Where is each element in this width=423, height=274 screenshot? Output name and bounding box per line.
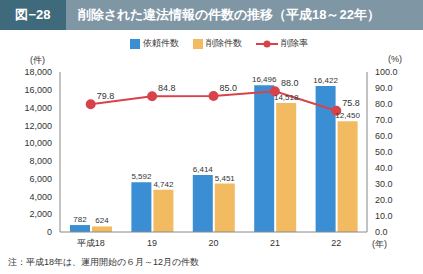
svg-text:22: 22 (331, 238, 341, 248)
svg-text:100.0: 100.0 (375, 67, 398, 77)
svg-text:4,742: 4,742 (153, 180, 174, 189)
svg-text:20: 20 (208, 238, 218, 248)
html-text:削除率: 削除率 (281, 38, 308, 48)
svg-text:16,496: 16,496 (252, 75, 277, 84)
svg-text:12,450: 12,450 (335, 111, 360, 120)
html-text:図−28: 図−28 (15, 7, 51, 22)
svg-text:75.8: 75.8 (342, 98, 360, 108)
svg-text:6,414: 6,414 (193, 165, 214, 174)
svg-text:5,592: 5,592 (131, 172, 152, 181)
svg-text:8,000: 8,000 (29, 156, 52, 166)
svg-text:10.0: 10.0 (375, 211, 393, 221)
svg-text:50.0: 50.0 (375, 147, 393, 157)
html-text:依頼件数: 依頼件数 (143, 38, 179, 48)
svg-text:10,000: 10,000 (24, 138, 52, 148)
svg-text:12,000: 12,000 (24, 121, 52, 131)
svg-text:2,000: 2,000 (29, 209, 52, 219)
html-text:削除された違法情報の件数の推移（平成18～22年）: 削除された違法情報の件数の推移（平成18～22年） (78, 7, 380, 22)
svg-text:40.0: 40.0 (375, 163, 393, 173)
svg-text:5,451: 5,451 (215, 174, 236, 183)
svg-text:0: 0 (47, 227, 52, 237)
svg-text:19: 19 (147, 238, 157, 248)
svg-text:80.0: 80.0 (375, 99, 393, 109)
svg-text:782: 782 (73, 215, 87, 224)
html-text:(件): (件) (30, 55, 45, 65)
svg-text:16,000: 16,000 (24, 85, 52, 95)
svg-text:624: 624 (95, 216, 109, 225)
svg-text:平成18: 平成18 (77, 238, 105, 248)
svg-text:6,000: 6,000 (29, 174, 52, 184)
html-text:注：平成18年は、運用開始の６月～12月の件数: 注：平成18年は、運用開始の６月～12月の件数 (8, 257, 199, 267)
svg-text:0.0: 0.0 (375, 227, 388, 237)
svg-text:4,000: 4,000 (29, 192, 52, 202)
svg-text:85.0: 85.0 (220, 83, 238, 93)
svg-text:60.0: 60.0 (375, 131, 393, 141)
html-text:削除件数: 削除件数 (206, 38, 242, 48)
svg-text:84.8: 84.8 (158, 83, 176, 93)
svg-text:88.0: 88.0 (281, 78, 299, 88)
svg-text:21: 21 (270, 238, 280, 248)
svg-text:70.0: 70.0 (375, 115, 393, 125)
svg-text:90.0: 90.0 (375, 83, 393, 93)
svg-text:18,000: 18,000 (24, 67, 52, 77)
svg-text:79.8: 79.8 (97, 91, 115, 101)
svg-text:14,000: 14,000 (24, 103, 52, 113)
svg-text:30.0: 30.0 (375, 179, 393, 189)
svg-text:20.0: 20.0 (375, 195, 393, 205)
svg-text:14,518: 14,518 (274, 93, 299, 102)
html-text:(年): (年) (372, 239, 387, 249)
svg-text:16,422: 16,422 (313, 76, 338, 85)
